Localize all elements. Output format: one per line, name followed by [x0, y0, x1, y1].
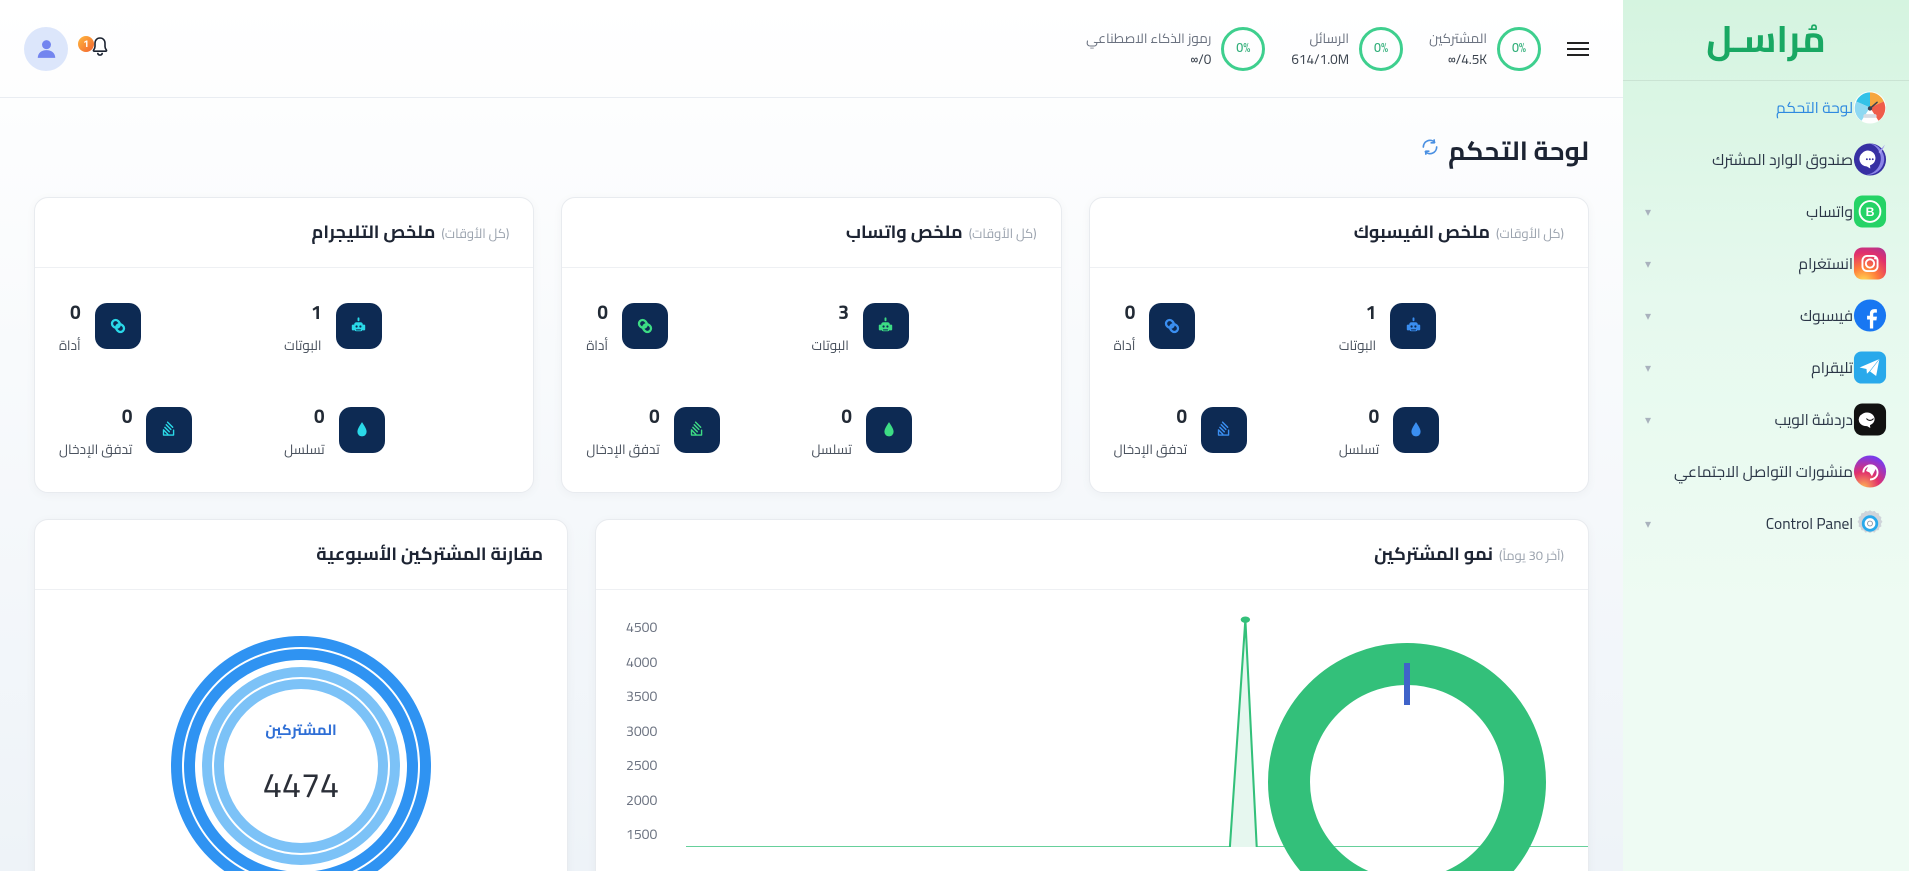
svg-text:B: B	[1866, 205, 1875, 219]
